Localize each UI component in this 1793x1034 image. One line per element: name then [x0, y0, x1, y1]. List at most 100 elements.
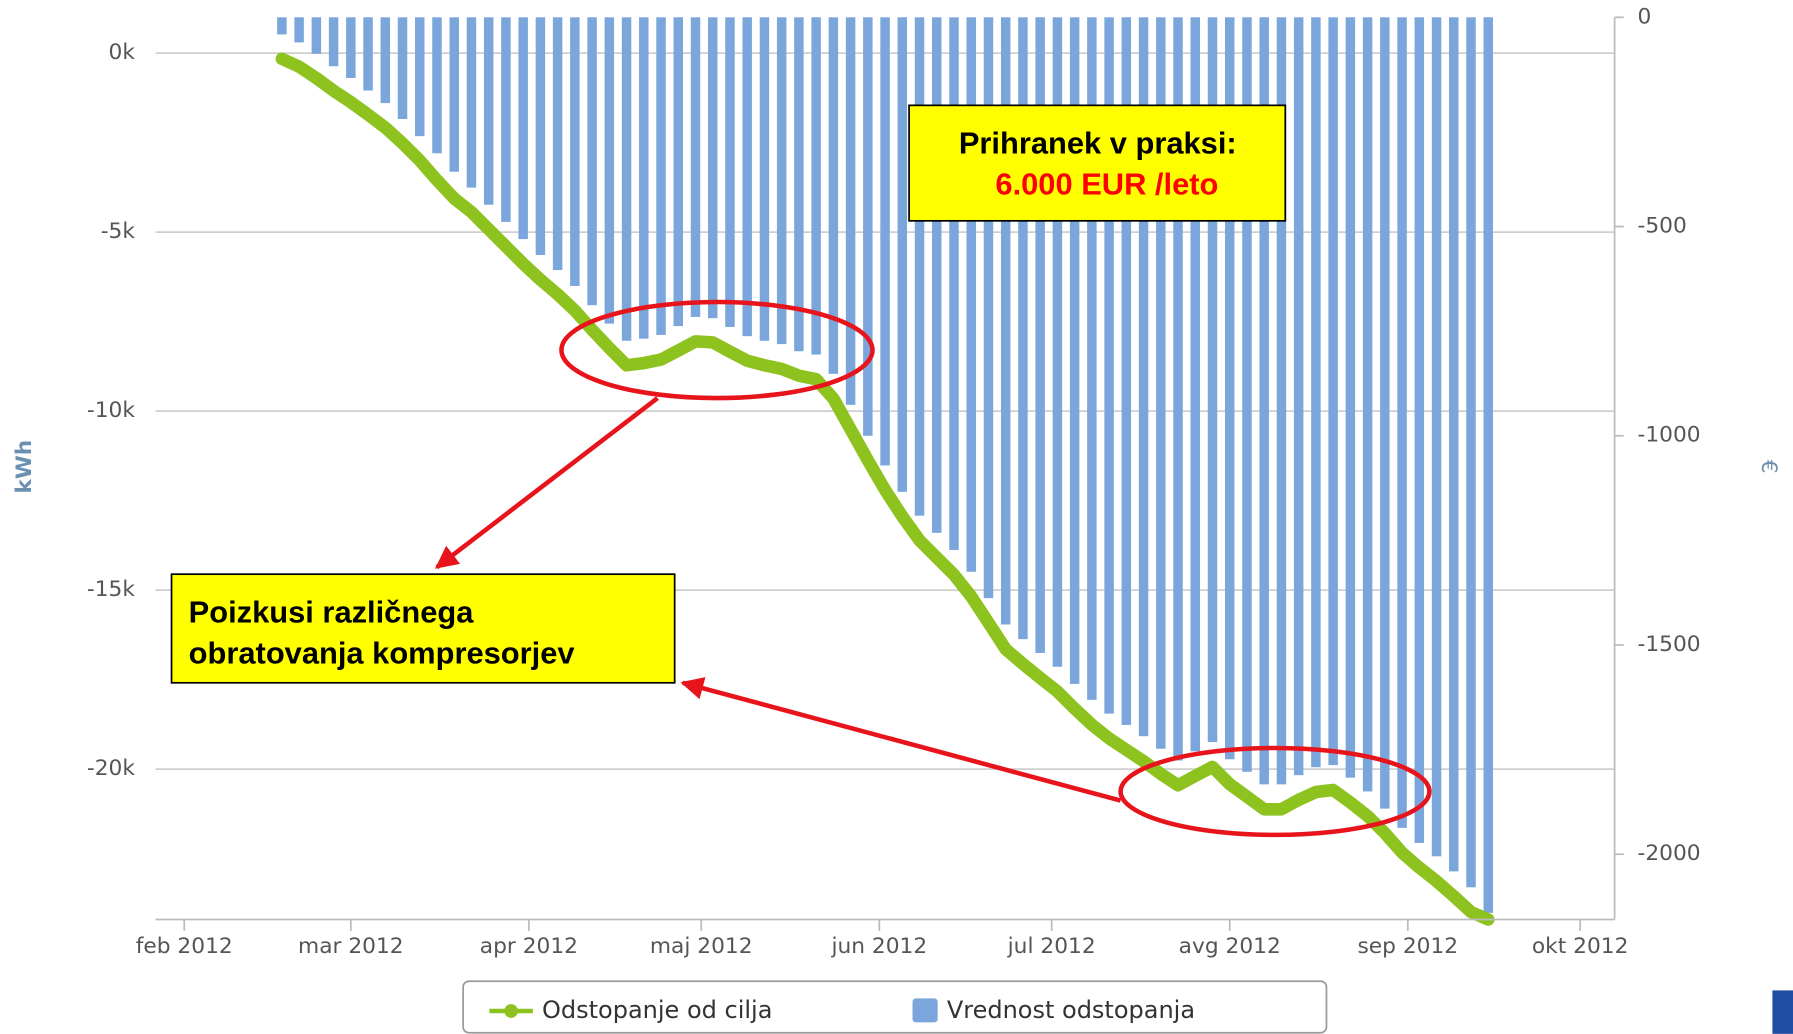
bar	[828, 17, 839, 374]
annotation-text: Prihranek v praksi:	[959, 126, 1237, 161]
bar	[1035, 17, 1045, 653]
bar	[983, 17, 994, 599]
bar	[552, 17, 563, 271]
bar	[397, 17, 408, 119]
x-tick-label: jun 2012	[830, 934, 927, 959]
axes: 0k -5k -10k -15k -20k 0 -500 -1000 -1500 -2000 feb…	[87, 4, 1701, 959]
bar	[1397, 17, 1407, 828]
legend-swatch	[912, 998, 938, 1023]
annotation-box	[170, 573, 676, 684]
bar	[880, 17, 890, 466]
bar	[742, 17, 752, 337]
bar	[466, 17, 477, 188]
bar	[656, 17, 666, 335]
bar	[1138, 17, 1149, 737]
line	[275, 52, 1495, 926]
x-tick-label: jul 2012	[1007, 934, 1096, 959]
bar	[673, 17, 684, 327]
y2-tick-label: -500	[1637, 214, 1686, 239]
bar	[1207, 17, 1218, 743]
bar	[1104, 17, 1114, 714]
x-tick-label: feb 2012	[136, 934, 233, 959]
bar	[1276, 17, 1287, 785]
bar	[449, 17, 459, 172]
bar	[328, 17, 339, 67]
legend-label[interactable]: Vrednost odstopanja	[947, 996, 1195, 1024]
y-tick-label: -20k	[87, 756, 135, 781]
y2-tick-label: -1500	[1637, 632, 1700, 657]
bar	[845, 17, 856, 405]
bar	[966, 17, 976, 572]
bar	[811, 17, 821, 355]
bar	[1069, 17, 1080, 684]
bar	[501, 17, 511, 222]
bar	[759, 17, 770, 341]
bar	[621, 17, 632, 341]
bars	[277, 17, 1493, 913]
bar	[725, 17, 735, 327]
bar	[776, 17, 787, 345]
bar	[1431, 17, 1442, 857]
bar	[1121, 17, 1132, 725]
bar	[949, 17, 959, 551]
x-tick-label: mar 2012	[298, 934, 404, 959]
bar	[794, 17, 804, 352]
bar	[311, 17, 322, 54]
bar	[1190, 17, 1201, 752]
bar	[363, 17, 373, 91]
x-tick-label: okt 2012	[1532, 934, 1629, 959]
legend-label[interactable]: Odstopanje od cilja	[542, 996, 772, 1024]
highlight-ellipse	[1118, 745, 1432, 838]
x-tick-label: avg 2012	[1179, 934, 1281, 959]
bar	[1018, 17, 1028, 640]
bar	[1242, 17, 1252, 772]
annotation-text: 6.000 EUR /leto	[995, 167, 1218, 202]
corner-decoration	[1772, 990, 1793, 1034]
x-tick-label: sep 2012	[1357, 934, 1458, 959]
bar	[1000, 17, 1011, 625]
bar	[1052, 17, 1063, 667]
bar	[587, 17, 597, 306]
bar	[690, 17, 701, 317]
annotation-arrow	[435, 396, 659, 570]
bar	[380, 17, 391, 104]
bar	[932, 17, 942, 533]
bar	[707, 17, 718, 319]
bar	[1156, 17, 1166, 749]
annotation-text: Poizkusi različnega	[189, 594, 475, 629]
bar	[277, 17, 287, 35]
x-tick-label: maj 2012	[650, 934, 753, 959]
y2-tick-label: -2000	[1637, 841, 1700, 866]
bar	[1483, 17, 1493, 913]
bar	[1224, 17, 1235, 760]
bar	[1466, 17, 1476, 888]
bar	[346, 17, 356, 78]
legend-swatch	[504, 1004, 519, 1018]
highlight-ellipse	[559, 299, 875, 401]
bar	[1311, 17, 1321, 768]
bar	[897, 17, 908, 492]
bar	[518, 17, 528, 240]
bar	[432, 17, 442, 154]
y2-axis-label: €	[1756, 460, 1781, 474]
bar	[1328, 17, 1338, 766]
bar	[1087, 17, 1097, 700]
annotation-box	[908, 104, 1287, 222]
y-tick-label: -10k	[87, 398, 135, 423]
annotation-arrow	[680, 677, 1122, 803]
y-tick-label: 0k	[109, 40, 136, 65]
bar	[483, 17, 494, 205]
bar	[639, 17, 649, 339]
annotation-text: obratovanja kompresorjev	[189, 636, 576, 671]
bar	[863, 17, 873, 436]
lines	[275, 52, 1495, 926]
bar	[914, 17, 925, 516]
y2-tick-label: -1000	[1637, 423, 1700, 448]
y2-tick-label: 0	[1637, 4, 1651, 29]
bar	[415, 17, 425, 137]
bar	[570, 17, 580, 286]
y-tick-label: -5k	[101, 219, 136, 244]
bar	[1173, 17, 1183, 761]
